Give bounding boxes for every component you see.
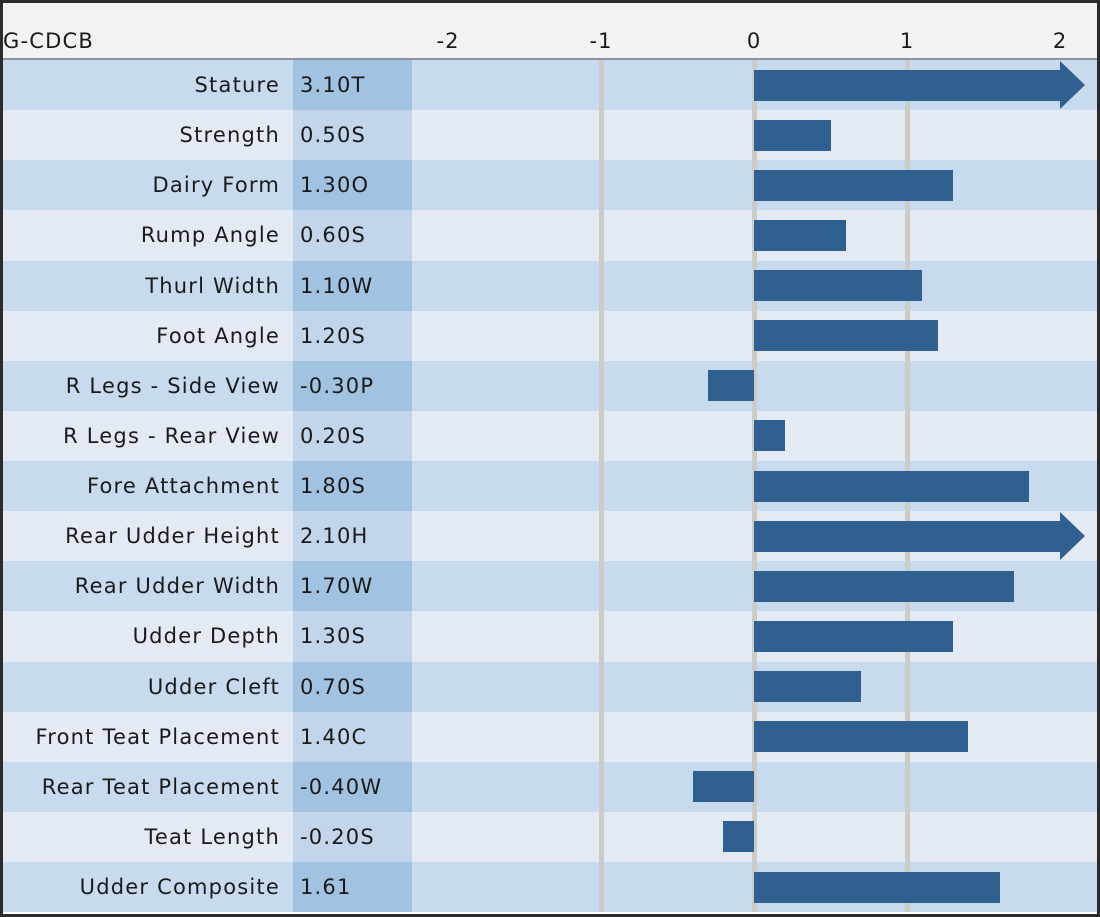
trait-row: Thurl Width 1.10W [3, 260, 1097, 311]
chart-header: G-CDCB -2 -1 0 1 2 [3, 3, 1097, 60]
trait-label: Strength [3, 110, 293, 161]
trait-row: Strength 0.50S [3, 110, 1097, 161]
trait-value: 1.30S [293, 611, 412, 662]
trait-row: R Legs - Side View -0.30P [3, 360, 1097, 411]
trait-value: 1.20S [293, 310, 412, 361]
trait-row: Front Teat Placement 1.40C [3, 711, 1097, 762]
trait-row: Udder Cleft 0.70S [3, 661, 1097, 712]
trait-bar [754, 69, 1060, 101]
trait-bar [754, 470, 1030, 502]
axis-tick-label: 2 [1052, 29, 1068, 53]
trait-bar [754, 169, 953, 201]
trait-value: 0.50S [293, 110, 412, 161]
trait-value: 1.61 [293, 862, 412, 913]
trait-label: Udder Depth [3, 611, 293, 662]
trait-value: 1.10W [293, 260, 412, 311]
trait-value: 0.70S [293, 661, 412, 712]
trait-value: -0.30P [293, 360, 412, 411]
trait-value: 3.10T [293, 60, 412, 111]
trait-row: Stature 3.10T [3, 60, 1097, 111]
trait-bar [754, 520, 1060, 552]
trait-row: Rump Angle 0.60S [3, 210, 1097, 261]
trait-value: 1.80S [293, 461, 412, 512]
trait-bar [754, 270, 923, 302]
trait-row: Udder Depth 1.30S [3, 611, 1097, 662]
trait-value: 2.10H [293, 511, 412, 562]
trait-bar [754, 420, 785, 452]
trait-row: Teat Length -0.20S [3, 811, 1097, 862]
trait-value: -0.40W [293, 761, 412, 812]
trait-label: Thurl Width [3, 260, 293, 311]
trait-label: Rear Teat Placement [3, 761, 293, 812]
trait-label: Teat Length [3, 811, 293, 862]
trait-label: Rump Angle [3, 210, 293, 261]
trait-value: 1.40C [293, 711, 412, 762]
chart-body: Stature 3.10T Strength 0.50S Dairy Form 1.30O… [3, 60, 1097, 913]
axis-tick-label: 1 [899, 29, 915, 53]
axis-tick-label: -2 [436, 29, 460, 53]
trait-row: R Legs - Rear View 0.20S [3, 410, 1097, 461]
trait-label: R Legs - Rear View [3, 410, 293, 461]
trait-row: Dairy Form 1.30O [3, 160, 1097, 211]
trait-value: 1.30O [293, 160, 412, 211]
trait-bar [754, 219, 846, 251]
trait-bar [692, 771, 754, 803]
trait-bar [754, 119, 831, 151]
trait-bar [754, 871, 1001, 903]
trait-row: Rear Udder Height 2.10H [3, 511, 1097, 562]
trait-bar [754, 671, 862, 703]
trait-bar [754, 620, 953, 652]
trait-row: Foot Angle 1.20S [3, 310, 1097, 361]
trait-value: -0.20S [293, 811, 412, 862]
trait-value: 0.60S [293, 210, 412, 261]
trait-label: Rear Udder Height [3, 511, 293, 562]
overflow-arrowhead-icon [1060, 61, 1085, 110]
trait-bar [754, 320, 938, 352]
overflow-arrowhead-icon [1060, 512, 1085, 561]
trait-bar [754, 570, 1015, 602]
trait-label: Fore Attachment [3, 461, 293, 512]
trait-value: 1.70W [293, 561, 412, 612]
axis-tick-label: -1 [589, 29, 613, 53]
trait-label: Foot Angle [3, 310, 293, 361]
trait-label: Rear Udder Width [3, 561, 293, 612]
trait-bar [754, 721, 969, 753]
axis-tick-label: 0 [746, 29, 762, 53]
trait-label: Udder Composite [3, 862, 293, 913]
trait-bar [723, 821, 754, 853]
trait-row: Fore Attachment 1.80S [3, 461, 1097, 512]
trait-row: Rear Teat Placement -0.40W [3, 761, 1097, 812]
trait-value: 0.20S [293, 410, 412, 461]
trait-label: Front Teat Placement [3, 711, 293, 762]
trait-label: Udder Cleft [3, 661, 293, 712]
trait-label: R Legs - Side View [3, 360, 293, 411]
trait-row: Udder Composite 1.61 [3, 862, 1097, 913]
trait-label: Stature [3, 60, 293, 111]
axis-gridline [598, 60, 604, 912]
trait-bar [708, 370, 754, 402]
trait-row: Rear Udder Width 1.70W [3, 561, 1097, 612]
value-column-header: G-CDCB [3, 29, 94, 53]
trait-label: Dairy Form [3, 160, 293, 211]
